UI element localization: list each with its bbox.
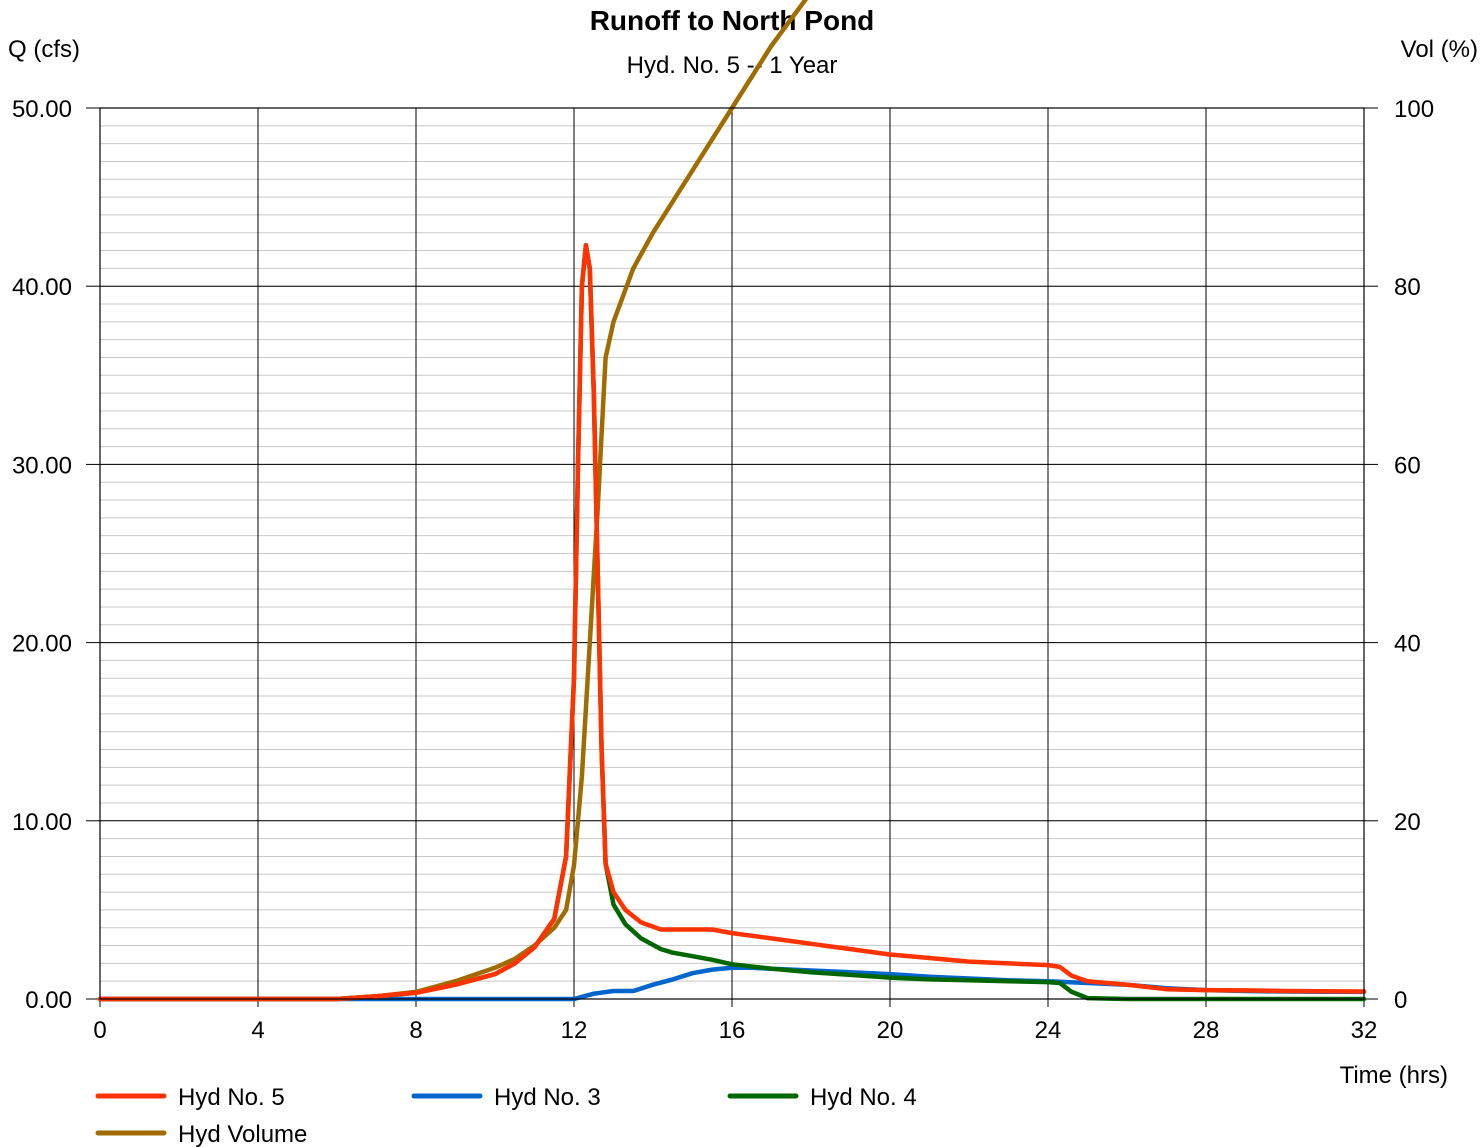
x-tick-label: 8 — [409, 1017, 422, 1044]
y-tick-label: 40.00 — [12, 274, 72, 301]
x-tick-label: 12 — [561, 1017, 588, 1044]
legend-label: Hyd No. 4 — [810, 1084, 917, 1111]
x-tick-label: 32 — [1351, 1017, 1378, 1044]
plot-frame — [99, 107, 1365, 1000]
y2-tick-label: 40 — [1394, 631, 1421, 658]
chart-subtitle: Hyd. No. 5 -- 1 Year — [627, 52, 838, 79]
x-tick-label: 28 — [1193, 1017, 1220, 1044]
x-axis-label: Time (hrs) — [1340, 1062, 1448, 1089]
y-tick-label: 10.00 — [12, 809, 72, 836]
legend-item-hyd-no-5: Hyd No. 5 — [95, 1084, 285, 1111]
series-lines — [97, 0, 1367, 1002]
x-tick-label: 4 — [251, 1017, 264, 1044]
y2-tick-label: 100 — [1394, 96, 1434, 123]
y-tick-label: 50.00 — [12, 96, 72, 123]
y-tick-label: 0.00 — [25, 987, 72, 1014]
legend-label: Hyd No. 5 — [178, 1084, 285, 1111]
x-tick-label: 20 — [877, 1017, 904, 1044]
legend: Hyd No. 5 Hyd No. 3 Hyd No. 4 Hyd Volume — [95, 1084, 917, 1147]
legend-label: Hyd No. 3 — [494, 1084, 601, 1111]
x-tick-label: 16 — [719, 1017, 746, 1044]
x-tick-label: 0 — [93, 1017, 106, 1044]
x-tick-label: 24 — [1035, 1017, 1062, 1044]
y-axis-label: Q (cfs) — [8, 36, 80, 63]
y-tick-label: 20.00 — [12, 631, 72, 658]
legend-item-hyd-no-4: Hyd No. 4 — [727, 1084, 917, 1111]
y2-tick-label: 80 — [1394, 274, 1421, 301]
y2-tick-label: 60 — [1394, 452, 1421, 479]
legend-label: Hyd Volume — [178, 1121, 307, 1147]
y2-axis-label: Vol (%) — [1401, 36, 1478, 63]
y2-tick-label: 0 — [1394, 987, 1407, 1014]
y2-tick-label: 20 — [1394, 809, 1421, 836]
axis-ticks: 0 4 8 12 16 20 24 28 32 0.00 10.00 20.00 30.00 40.00 5… — [12, 96, 1434, 1044]
series-line-hyd-no-5 — [97, 242, 1367, 1002]
chart-title: Runoff to North Pond — [590, 5, 875, 36]
legend-item-hyd-volume: Hyd Volume — [95, 1121, 307, 1147]
y-tick-label: 30.00 — [12, 452, 72, 479]
legend-item-hyd-no-3: Hyd No. 3 — [411, 1084, 601, 1111]
series-line-hyd-volume — [97, 0, 809, 1002]
